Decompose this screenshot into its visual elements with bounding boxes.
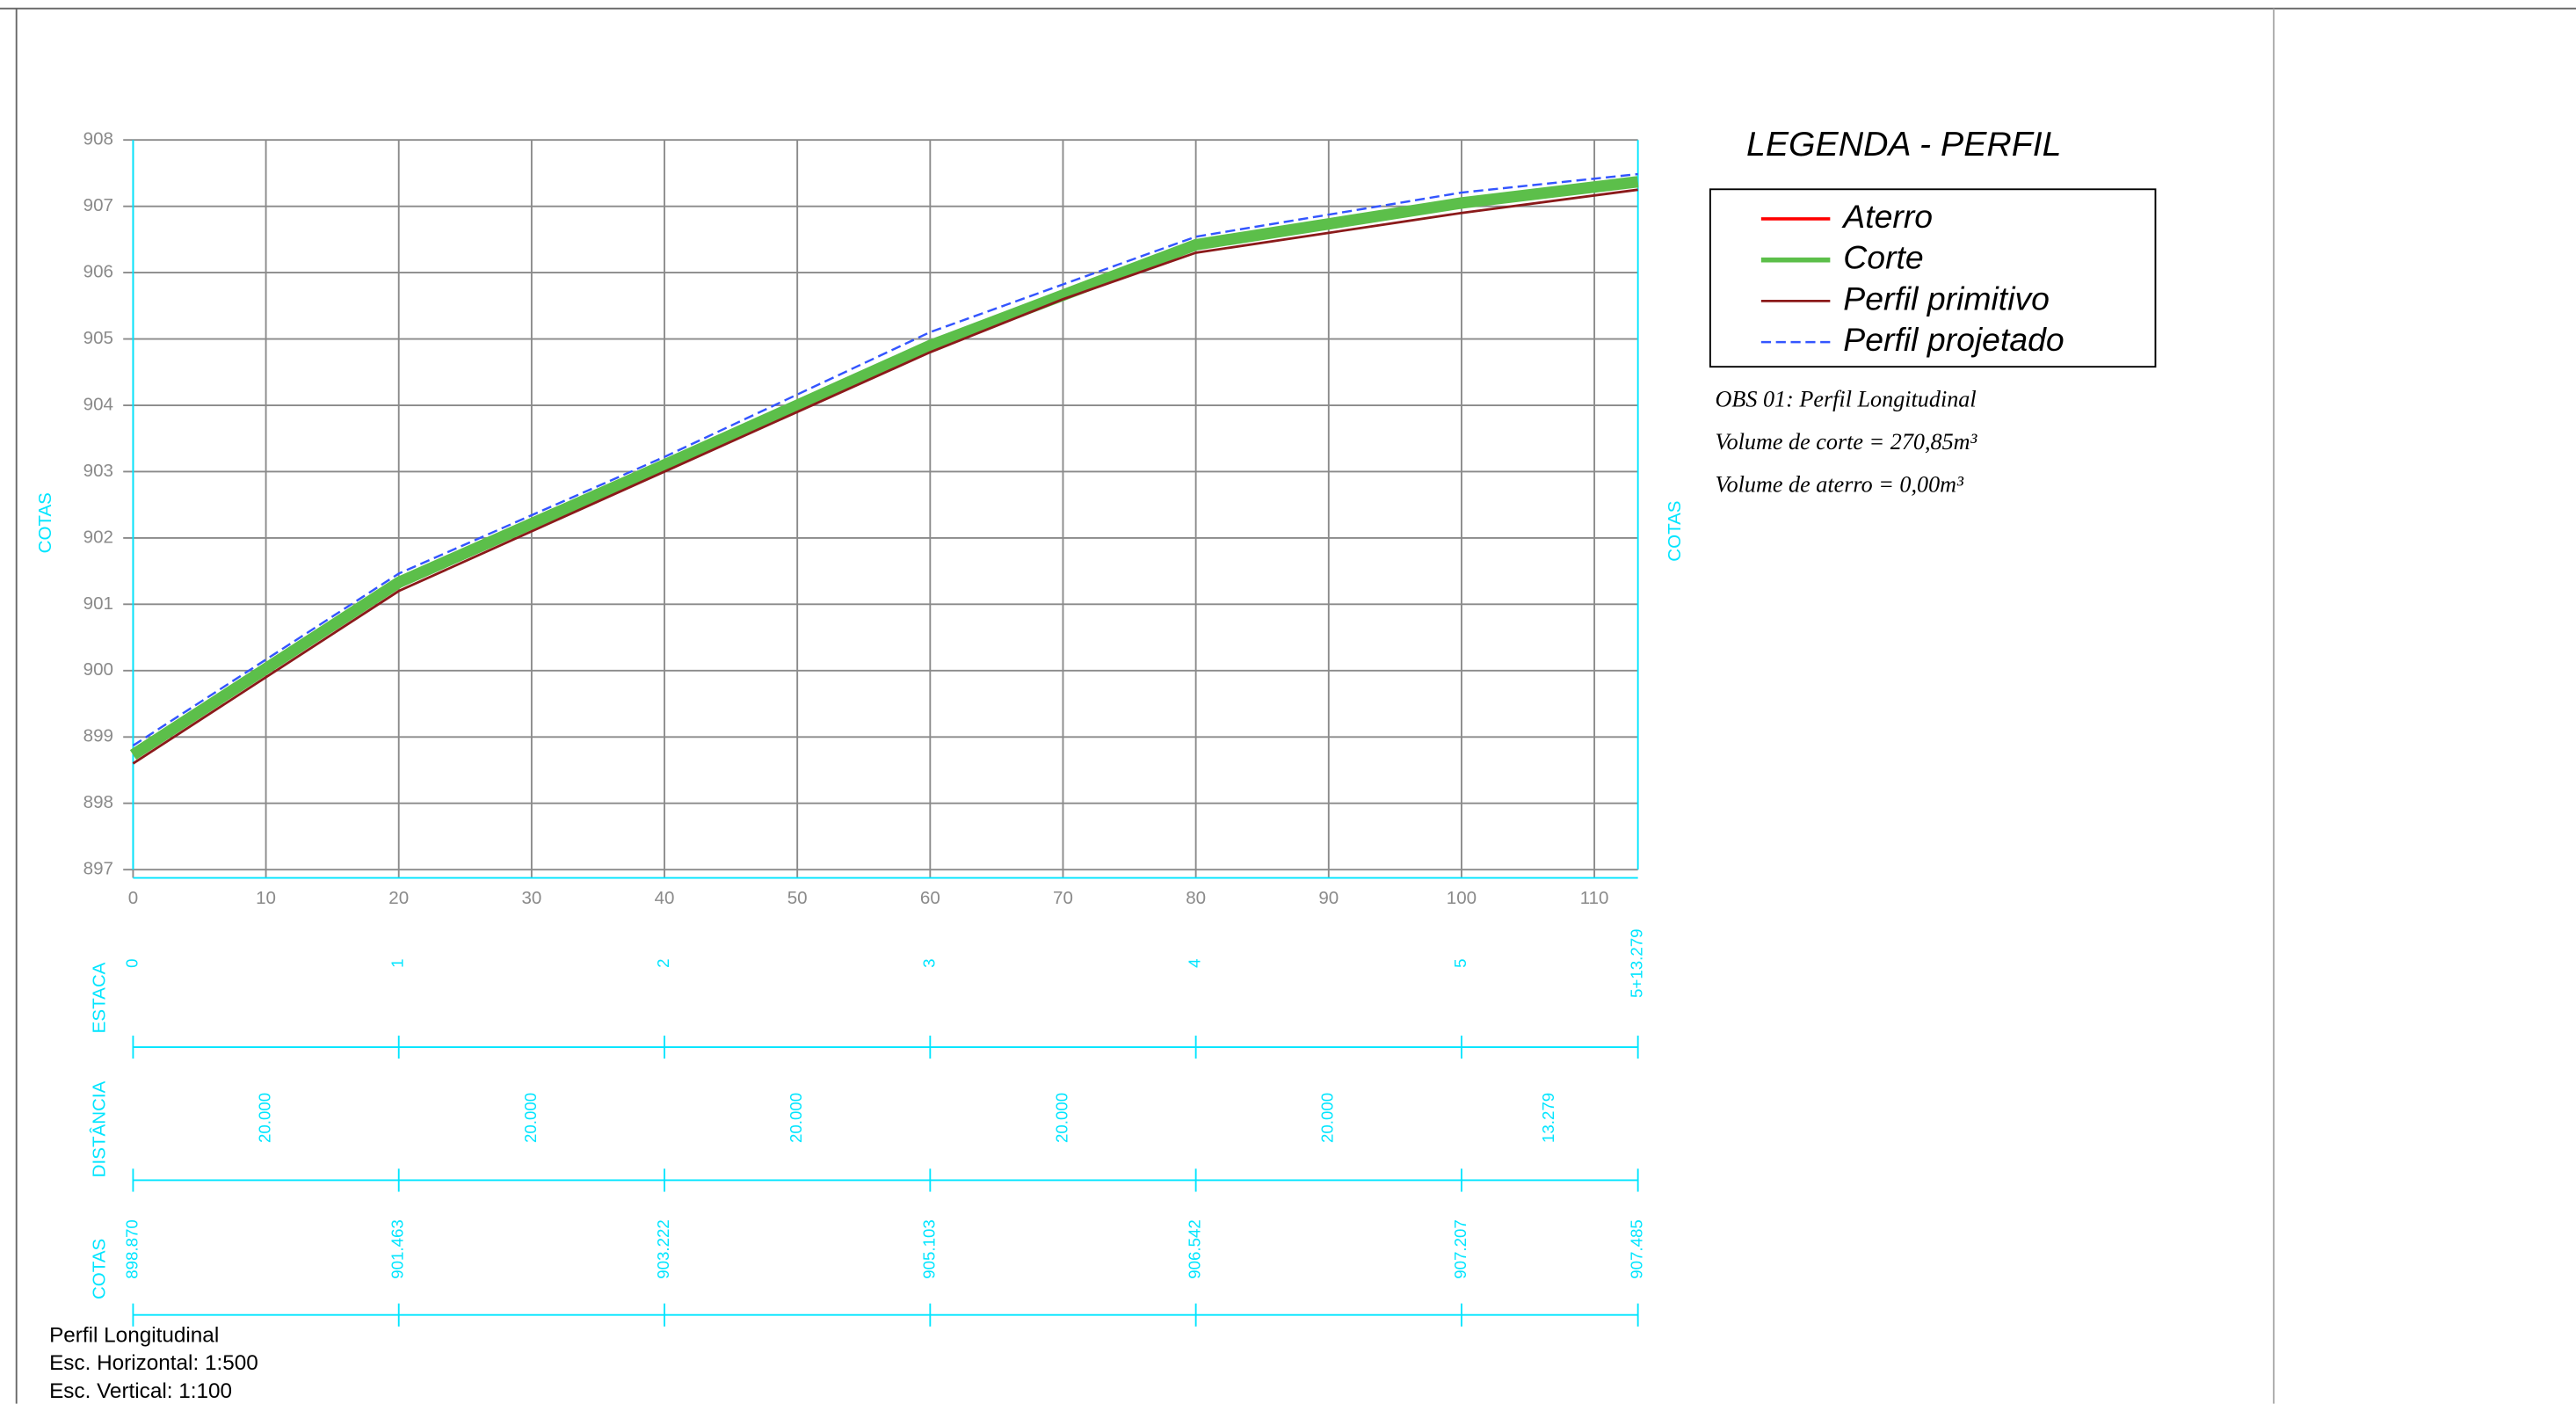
x-tick-label: 70	[1053, 888, 1073, 908]
distancia-label: 13.279	[1539, 1093, 1557, 1143]
annotation: Volume de corte = 270,85m³	[1716, 429, 1978, 455]
footer: Perfil Longitudinal	[49, 1323, 219, 1347]
cota-label: 906.542	[1186, 1219, 1204, 1279]
estaca-label: 4	[1186, 959, 1204, 968]
y-tick-label: 908	[83, 129, 113, 149]
x-tick-label: 100	[1447, 888, 1477, 908]
cota-label: 903.222	[654, 1219, 672, 1279]
estaca-label: 2	[654, 959, 672, 968]
row-label: DISTÂNCIA	[89, 1080, 109, 1177]
distancia-label: 20.000	[787, 1093, 805, 1143]
x-tick-label: 50	[787, 888, 808, 908]
row-label: COTAS	[89, 1239, 109, 1299]
row-label: ESTACA	[89, 962, 109, 1033]
distancia-label: 20.000	[521, 1093, 540, 1143]
annotation: Volume de aterro = 0,00m³	[1716, 472, 1965, 498]
y-tick-label: 903	[83, 461, 113, 481]
y-tick-label: 906	[83, 262, 113, 282]
estaca-label: 0	[122, 959, 141, 968]
estaca-label: 5	[1451, 959, 1469, 968]
cota-label: 907.485	[1628, 1219, 1646, 1279]
x-tick-label: 40	[655, 888, 675, 908]
x-tick-label: 20	[388, 888, 409, 908]
x-tick-label: 90	[1318, 888, 1339, 908]
y-axis-label: COTAS	[1665, 500, 1685, 561]
cota-label: 901.463	[388, 1219, 407, 1279]
cota-label: 905.103	[919, 1219, 938, 1279]
distancia-label: 20.000	[256, 1093, 274, 1143]
x-tick-label: 60	[920, 888, 940, 908]
y-tick-label: 901	[83, 593, 113, 614]
legend-box	[1709, 188, 2157, 368]
cota-label: 907.207	[1451, 1219, 1469, 1279]
y-tick-label: 898	[83, 792, 113, 812]
y-tick-label: 899	[83, 726, 113, 746]
legend-label: Aterro	[1841, 198, 1933, 235]
estaca-label: 3	[919, 959, 938, 968]
distancia-label: 20.000	[1052, 1093, 1070, 1143]
annotation: OBS 01: Perfil Longitudinal	[1716, 386, 1977, 411]
legend-label: Corte	[1843, 239, 1923, 276]
y-tick-label: 904	[83, 394, 113, 414]
series-line	[129, 176, 1639, 760]
cota-label: 898.870	[122, 1219, 141, 1279]
footer: Esc. Vertical: 1:100	[49, 1379, 232, 1403]
x-tick-label: 0	[128, 888, 138, 908]
x-tick-label: 110	[1580, 888, 1609, 908]
x-tick-label: 10	[256, 888, 276, 908]
y-tick-label: 905	[83, 328, 113, 348]
estaca-label: 1	[388, 959, 407, 968]
y-tick-label: 897	[83, 859, 113, 879]
estaca-label: 5+13.279	[1628, 928, 1646, 997]
series-line	[132, 188, 1638, 765]
distancia-label: 20.000	[1318, 1093, 1337, 1143]
series-line	[132, 172, 1638, 747]
y-tick-label: 900	[83, 659, 113, 680]
legend-label: Perfil projetado	[1843, 321, 2064, 358]
x-tick-label: 80	[1186, 888, 1206, 908]
legend-label: Perfil primitivo	[1843, 280, 2050, 316]
footer: Esc. Horizontal: 1:500	[49, 1351, 258, 1375]
y-tick-label: 902	[83, 527, 113, 547]
x-tick-label: 30	[521, 888, 541, 908]
legend-title: LEGENDA - PERFIL	[1746, 125, 2061, 164]
y-tick-label: 907	[83, 195, 113, 215]
y-axis-label: COTAS	[35, 492, 55, 553]
